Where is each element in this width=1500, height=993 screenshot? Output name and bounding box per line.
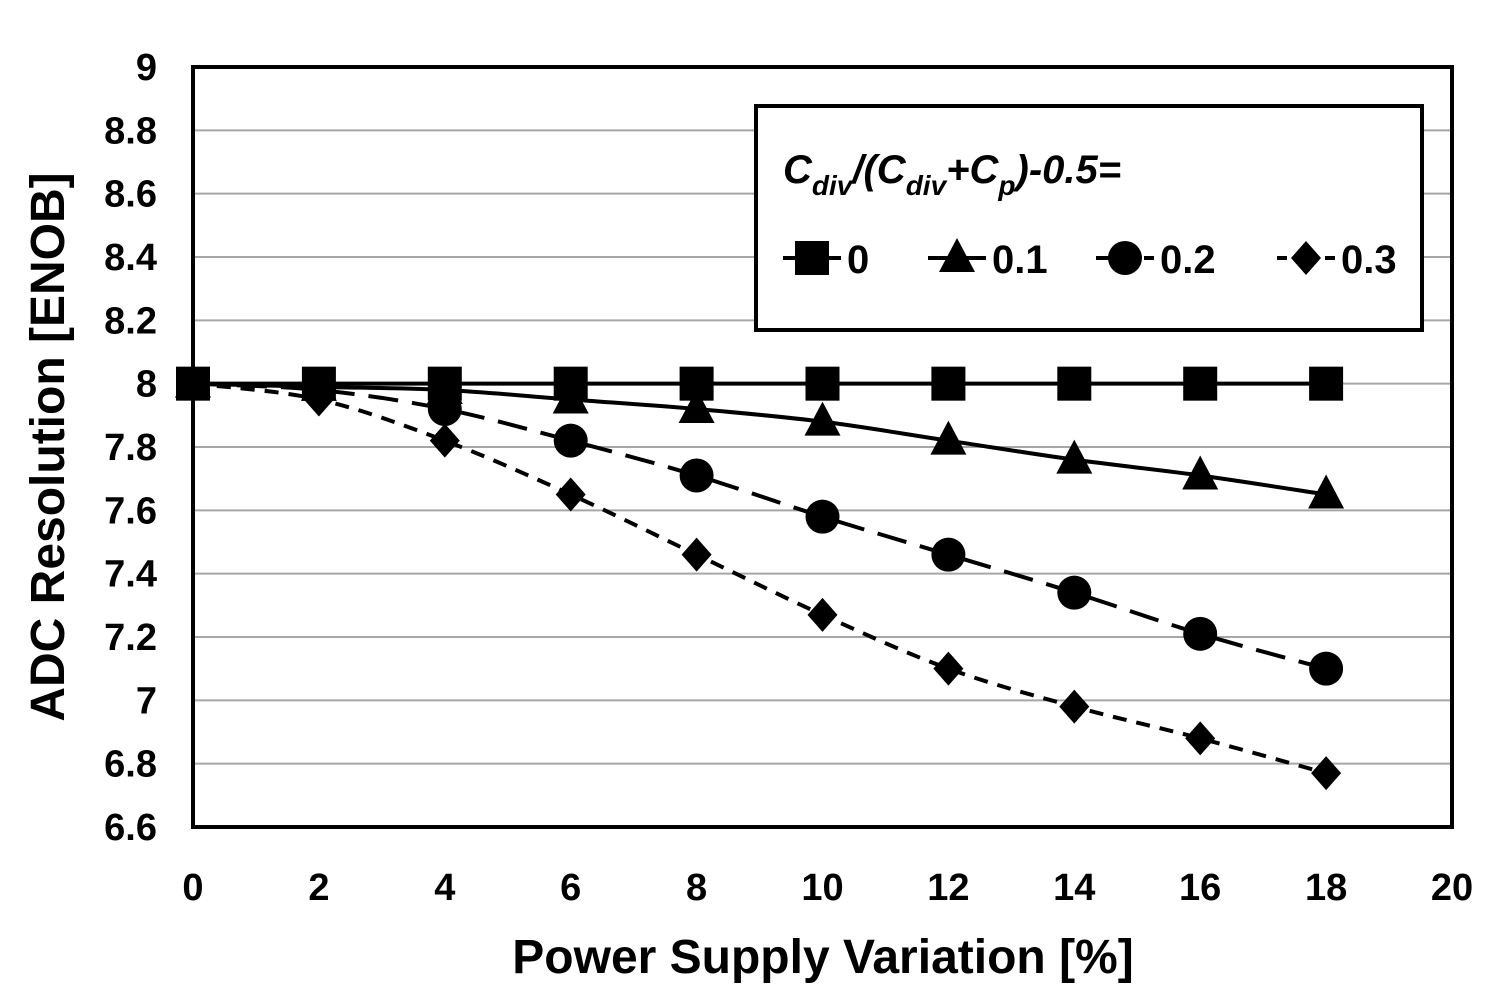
legend-entry: 0.2 <box>1096 238 1216 282</box>
circle-marker <box>679 458 714 493</box>
x-tick-label: 14 <box>1053 867 1095 909</box>
diamond-marker <box>429 423 460 458</box>
x-tick-label: 16 <box>1179 867 1221 909</box>
x-tick-labels: 0 2 4 6 8 10 12 14 16 18 20 <box>182 867 1473 909</box>
plot-area-border <box>191 65 1454 829</box>
triangle-marker <box>1056 439 1093 474</box>
series-line <box>192 381 1327 671</box>
square-marker <box>805 366 840 401</box>
circle-marker <box>1183 616 1218 651</box>
square-marker <box>931 366 966 401</box>
y-tick-label: 8.6 <box>104 174 157 216</box>
triangle-marker <box>1308 474 1345 509</box>
series-line <box>192 381 1327 497</box>
legend-label: 0 <box>847 238 869 282</box>
circle-marker <box>427 392 462 426</box>
y-tick-label: 7 <box>136 680 157 722</box>
y-tick-label: 8.8 <box>104 110 157 152</box>
square-marker <box>1057 366 1092 401</box>
circle-marker <box>805 499 840 534</box>
square-marker <box>1183 366 1218 401</box>
diamond-marker <box>555 477 586 512</box>
legend-entry: 0.1 <box>928 238 1048 282</box>
square-marker <box>1309 366 1344 401</box>
diamond-marker <box>681 537 712 572</box>
triangle-marker <box>930 420 967 455</box>
legend-title: Cdiv/(Cdiv+Cp)-0.5= <box>783 148 1121 201</box>
x-tick-label: 20 <box>1431 867 1473 909</box>
diamond-marker <box>1291 241 1321 275</box>
square-marker <box>795 241 829 275</box>
series-line <box>192 381 1327 776</box>
y-tick-label: 8 <box>136 364 157 406</box>
diamond-marker <box>1311 756 1342 791</box>
series-group <box>175 363 1345 791</box>
legend: Cdiv/(Cdiv+Cp)-0.5= 0 0.1 0.2 0.3 <box>754 104 1424 332</box>
circle-marker <box>553 423 588 458</box>
diamond-marker <box>1185 721 1216 756</box>
legend-label: 0.3 <box>1341 238 1397 282</box>
legend-label: 0.1 <box>992 238 1048 282</box>
x-tick-label: 2 <box>308 867 329 909</box>
x-tick-label: 8 <box>686 867 707 909</box>
x-tick-label: 12 <box>927 867 969 909</box>
legend-label: 0.2 <box>1160 238 1216 282</box>
diamond-marker <box>1059 689 1090 724</box>
y-tick-label: 6.6 <box>104 807 157 849</box>
circle-marker <box>1309 651 1344 686</box>
y-tick-label: 7.4 <box>104 554 157 596</box>
x-tick-label: 10 <box>801 867 843 909</box>
triangle-marker <box>552 379 589 414</box>
diamond-marker <box>807 597 838 632</box>
y-tick-label: 7.6 <box>104 490 157 532</box>
y-tick-labels: 6.6 6.8 7 7.2 7.4 7.6 7.8 8 8.2 8.4 8.6 8.8 9 <box>104 47 157 849</box>
circle-marker <box>1108 241 1142 275</box>
y-tick-label: 7.2 <box>104 617 157 659</box>
legend-box <box>754 104 1424 332</box>
legend-entry: 0 <box>783 238 869 282</box>
x-tick-label: 6 <box>560 867 581 909</box>
triangle-marker <box>1182 455 1219 490</box>
x-tick-label: 4 <box>434 867 455 909</box>
diamond-marker <box>933 651 964 686</box>
triangle-marker <box>804 401 841 436</box>
y-axis-title: ADC Resolution [ENOB] <box>22 172 75 721</box>
circle-marker <box>931 537 966 572</box>
y-tick-label: 8.4 <box>104 237 157 279</box>
x-tick-label: 0 <box>182 867 203 909</box>
x-tick-label: 18 <box>1305 867 1347 909</box>
legend-entries: 0 0.1 0.2 0.3 <box>783 238 1397 282</box>
legend-entry: 0.3 <box>1277 238 1397 282</box>
y-tick-label: 6.8 <box>104 744 157 786</box>
diamond-marker <box>303 382 334 417</box>
y-tick-label: 8.2 <box>104 300 157 342</box>
y-tick-label: 7.8 <box>104 427 157 469</box>
circle-marker <box>1057 575 1092 610</box>
triangle-marker <box>678 389 715 423</box>
triangle-marker <box>939 238 975 272</box>
series-diamond <box>178 366 1342 791</box>
x-axis-title: Power Supply Variation [%] <box>512 931 1133 984</box>
y-tick-label: 9 <box>136 47 157 89</box>
